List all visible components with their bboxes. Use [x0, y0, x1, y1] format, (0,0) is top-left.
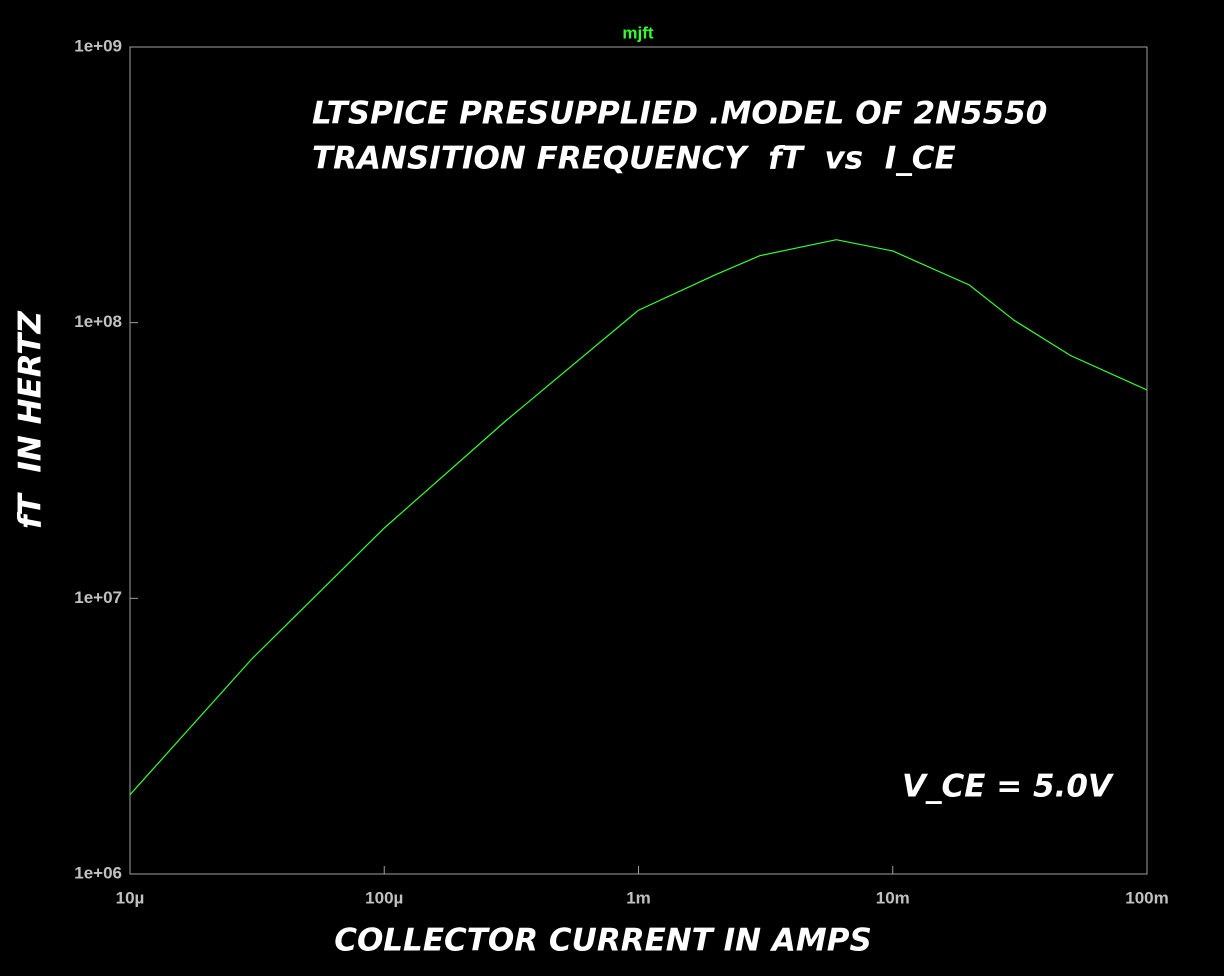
y-axis-label: fT IN HERTZ — [13, 311, 49, 529]
x-axis-label: COLLECTOR CURRENT IN AMPS — [334, 923, 872, 959]
line — [129, 239, 1148, 796]
annotation: TRANSITION FREQUENCY fT vs I_CE — [312, 141, 956, 177]
x-tick-label: 100m — [1125, 888, 1168, 907]
x-tick-label: 1m — [626, 888, 651, 907]
y-tick-label: 1e+09 — [74, 36, 122, 55]
x-tick-label: 10m — [876, 888, 910, 907]
x-tick-label: 10µ — [116, 888, 145, 907]
legend-entry[interactable]: mjft — [622, 23, 654, 42]
y-tick-label: 1e+07 — [74, 588, 122, 607]
y-tick-label: 1e+06 — [74, 863, 122, 882]
y-tick-label: 1e+08 — [74, 312, 122, 331]
annotation: LTSPICE PRESUPPLIED .MODEL OF 2N5550 — [312, 96, 1047, 132]
x-tick-label: 100µ — [365, 888, 403, 907]
annotation: V_CE = 5.0V — [902, 769, 1115, 805]
